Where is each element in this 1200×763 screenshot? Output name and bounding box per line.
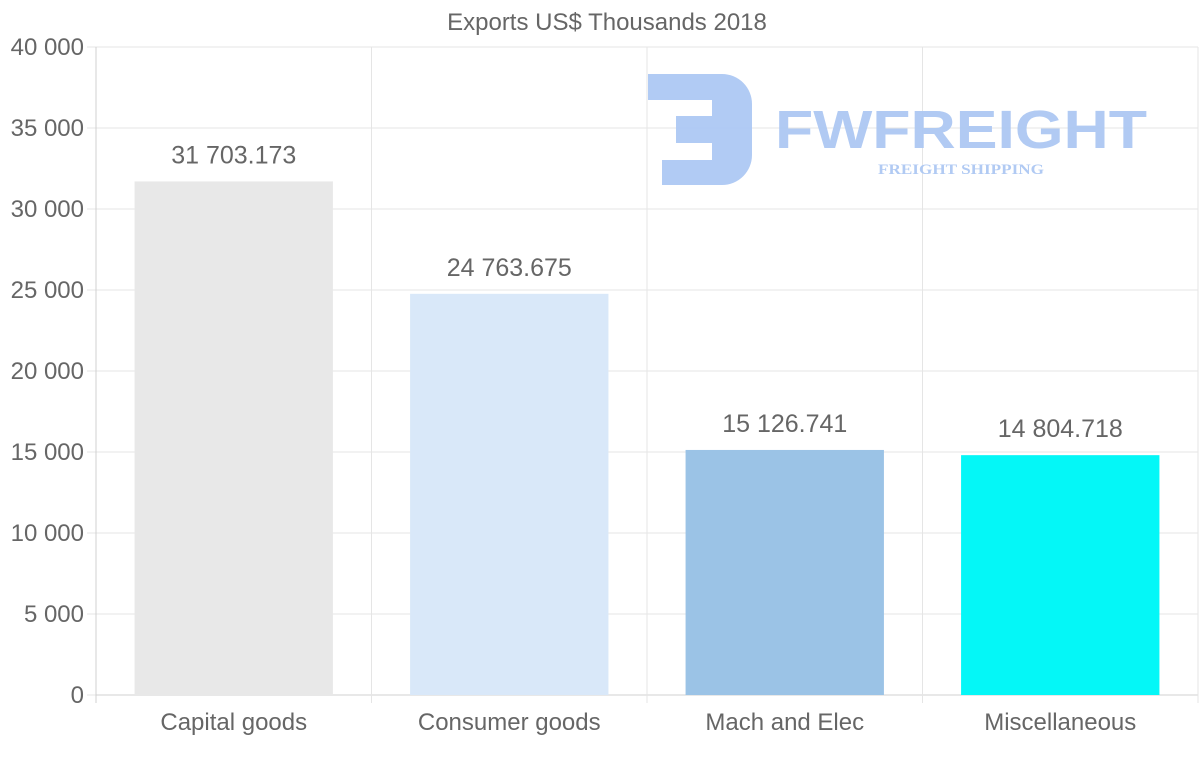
x-tick-label: Consumer goods — [418, 709, 601, 736]
y-tick-label: 35 000 — [11, 115, 84, 142]
data-labels: 31 703.173 24 763.675 15 126.741 14 804.718 — [171, 141, 1123, 443]
x-axis-ticks: Capital goods Consumer goods Mach and Elec… — [160, 709, 1136, 736]
data-label: 24 763.675 — [447, 254, 572, 282]
y-axis-ticks: 0 5 000 10 000 15 000 20 000 25 000 30 000 35 0… — [11, 34, 84, 709]
x-tick-label: Capital goods — [160, 709, 307, 736]
bar — [685, 449, 884, 695]
y-tick-label: 30 000 — [11, 196, 84, 223]
y-tick-label: 5 000 — [24, 601, 84, 628]
data-label: 14 804.718 — [998, 415, 1123, 443]
data-label: 15 126.741 — [722, 410, 847, 438]
y-tick-label: 25 000 — [11, 277, 84, 304]
data-label: 31 703.173 — [171, 141, 296, 169]
y-tick-label: 40 000 — [11, 34, 84, 61]
x-tick-label: Miscellaneous — [984, 709, 1136, 736]
y-tick-label: 20 000 — [11, 358, 84, 385]
y-tick-label: 0 — [71, 682, 84, 709]
fw-logo-icon — [648, 74, 752, 185]
watermark-brand: FWFREIGHT — [775, 100, 1147, 160]
bar — [410, 293, 609, 695]
x-tick-label: Mach and Elec — [705, 709, 864, 736]
watermark-tagline: FREIGHT SHIPPING — [878, 162, 1044, 178]
y-tick-label: 10 000 — [11, 520, 84, 547]
bar — [961, 455, 1160, 695]
bar — [134, 181, 333, 696]
bars — [134, 181, 1160, 696]
chart-title: Exports US$ Thousands 2018 — [447, 9, 767, 36]
watermark-logo: FWFREIGHT FREIGHT SHIPPING — [648, 74, 1147, 185]
y-tick-label: 15 000 — [11, 439, 84, 466]
